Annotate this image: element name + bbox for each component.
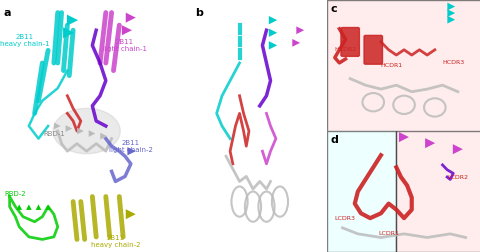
FancyBboxPatch shape xyxy=(363,35,382,64)
Text: HCDR3: HCDR3 xyxy=(441,60,464,66)
FancyBboxPatch shape xyxy=(340,27,359,56)
Text: LCDR1: LCDR1 xyxy=(377,231,398,236)
Text: 2B11
light chain-1: 2B11 light chain-1 xyxy=(103,39,147,52)
Ellipse shape xyxy=(53,108,120,154)
Text: HCDR1: HCDR1 xyxy=(380,63,402,68)
FancyBboxPatch shape xyxy=(326,131,396,252)
Text: 2B11
light chain-2: 2B11 light chain-2 xyxy=(108,140,153,153)
Text: RBD-1: RBD-1 xyxy=(43,131,65,137)
Text: LCDR3: LCDR3 xyxy=(334,216,355,221)
Text: 2B11
heavy chain-2: 2B11 heavy chain-2 xyxy=(91,235,140,248)
Text: RBD-2: RBD-2 xyxy=(5,191,26,197)
FancyBboxPatch shape xyxy=(396,131,480,252)
FancyBboxPatch shape xyxy=(326,0,480,131)
Text: HCDR2: HCDR2 xyxy=(334,47,356,52)
Text: a: a xyxy=(4,8,12,18)
Text: 2B11
heavy chain-1: 2B11 heavy chain-1 xyxy=(0,34,50,47)
Text: LCDR2: LCDR2 xyxy=(446,174,467,179)
Text: b: b xyxy=(195,8,203,18)
Text: c: c xyxy=(329,4,336,14)
Text: d: d xyxy=(329,135,337,145)
